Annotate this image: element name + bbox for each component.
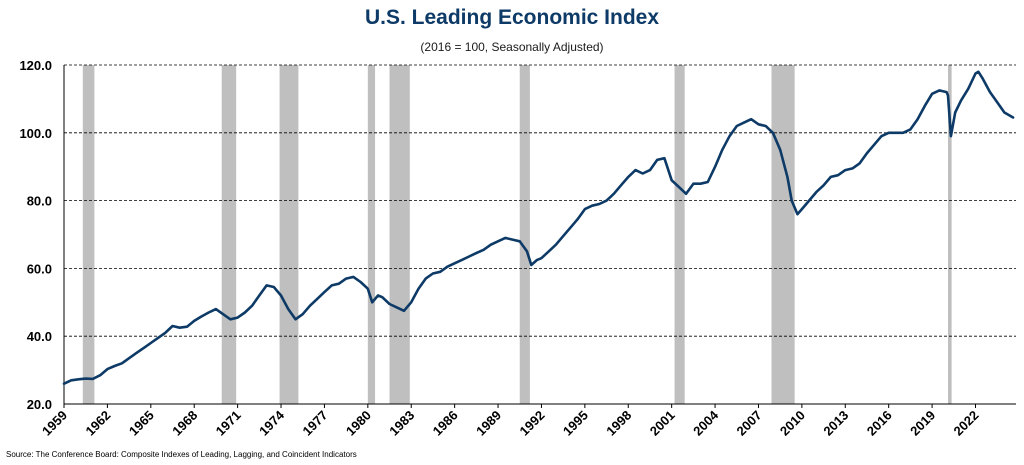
x-tick-label: 1986	[430, 408, 461, 439]
y-tick-label: 20.0	[27, 397, 52, 412]
x-tick-label: 2016	[864, 408, 895, 439]
recession-band-8	[948, 65, 952, 404]
chart-title: U.S. Leading Economic Index	[364, 6, 660, 29]
x-tick-label: 1977	[299, 408, 330, 439]
recession-band-2	[279, 65, 299, 404]
x-tick-label: 2019	[907, 408, 938, 439]
axes	[63, 65, 1016, 405]
x-tick-label: 2010	[777, 408, 808, 439]
x-tick-label: 1968	[169, 408, 200, 439]
x-tick-label: 1983	[386, 408, 417, 439]
recession-band-0	[82, 65, 95, 404]
series-line-lei	[62, 70, 1015, 385]
recession-band-6	[674, 65, 685, 404]
y-tick-label: 40.0	[27, 329, 52, 344]
y-tick-label: 80.0	[27, 194, 52, 209]
x-tick-label: 2007	[734, 408, 765, 439]
y-tick-label: 100.0	[19, 126, 52, 141]
x-tick-label: 1959	[39, 408, 70, 439]
x-tick-labels: 1959 1962 1965 1968 1971 1974 1977 1980 1983 1986…	[39, 404, 982, 439]
recession-band-3	[367, 65, 376, 404]
recession-band-5	[519, 65, 530, 404]
x-tick-label: 1980	[343, 408, 374, 439]
x-tick-label: 2022	[951, 408, 982, 439]
x-tick-label: 1971	[213, 408, 244, 439]
chart-subtitle: (2016 = 100, Seasonally Adjusted)	[420, 40, 604, 54]
x-tick-label: 2001	[647, 408, 678, 439]
x-tick-label: 1962	[82, 408, 113, 439]
x-tick-label: 2004	[690, 407, 722, 439]
y-tick-labels: 20.0 40.0 60.0 80.0 100.0 120.0	[19, 58, 52, 412]
x-tick-label: 1992	[517, 408, 548, 439]
series	[62, 70, 1015, 385]
x-tick-label: 1998	[603, 408, 634, 439]
recession-band-1	[221, 65, 237, 404]
x-tick-label: 2013	[820, 408, 851, 439]
recession-band-7	[771, 65, 795, 404]
chart-source: Source: The Conference Board: Composite …	[6, 450, 357, 459]
x-tick-label: 1995	[560, 408, 591, 439]
x-tick-label: 1974	[256, 407, 288, 439]
y-tick-label: 120.0	[19, 58, 52, 73]
recession-band-4	[389, 65, 410, 404]
x-tick-label: 1965	[126, 408, 157, 439]
gridlines	[64, 64, 1016, 337]
y-tick-label: 60.0	[27, 261, 52, 276]
recession-bands	[82, 65, 952, 404]
x-tick-label: 1989	[473, 408, 504, 439]
